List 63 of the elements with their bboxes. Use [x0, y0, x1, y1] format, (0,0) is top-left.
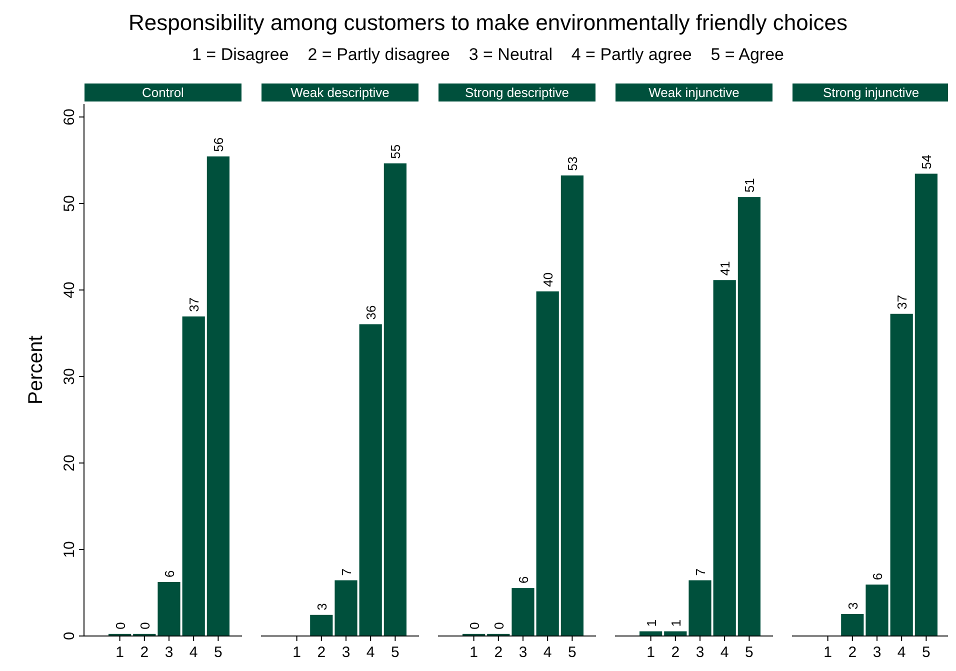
x-tick-label: 2 — [494, 644, 503, 661]
data-label: 41 — [718, 261, 733, 276]
x-tick-label: 3 — [164, 644, 174, 661]
x-tick-label: 4 — [366, 644, 375, 661]
data-label: 0 — [491, 622, 506, 630]
x-tick-label: 3 — [518, 644, 528, 661]
data-label: 6 — [162, 570, 177, 578]
x-tick-label: 2 — [140, 644, 149, 661]
x-tick-label: 1 — [824, 644, 832, 661]
chart-title: Control — [142, 85, 184, 100]
data-label: 51 — [742, 178, 758, 193]
x-tick-label: 3 — [342, 644, 350, 661]
data-label: 0 — [112, 622, 128, 630]
x-tick-label: 4 — [189, 644, 198, 661]
x-tick-label: 4 — [543, 644, 552, 661]
chart-title: Weak descriptive — [290, 85, 390, 100]
x-tick-label: 1 — [470, 644, 478, 661]
data-label: 54 — [919, 154, 934, 170]
data-label: 55 — [388, 144, 404, 159]
y-tick-label: 40 — [61, 282, 78, 298]
x-tick-label: 4 — [720, 644, 729, 661]
data-label: 56 — [211, 137, 226, 152]
data-label: 7 — [339, 568, 354, 576]
chart-title: Strong injunctive — [822, 85, 920, 100]
x-tick-label: 2 — [317, 644, 326, 661]
data-label: 1 — [668, 620, 684, 627]
x-tick-label: 5 — [745, 644, 754, 661]
x-tick-label: 1 — [292, 644, 301, 661]
x-tick-label: 3 — [696, 644, 704, 661]
chart-title: Strong descriptive — [464, 85, 570, 100]
data-label: 1 — [644, 620, 659, 627]
data-label: 7 — [693, 568, 708, 576]
x-tick-label: 3 — [872, 644, 882, 661]
data-label: 3 — [845, 602, 860, 610]
data-label: 37 — [894, 294, 910, 310]
y-tick-label: 30 — [61, 368, 78, 385]
x-tick-label: 1 — [646, 644, 655, 661]
x-tick-label: 5 — [922, 644, 930, 661]
chart-title: Weak injunctive — [648, 85, 740, 100]
x-tick-label: 2 — [671, 644, 680, 661]
data-label: 3 — [314, 603, 330, 610]
y-tick-label: 10 — [61, 541, 78, 558]
y-tick-label: 60 — [61, 108, 78, 126]
y-tick-label: 20 — [61, 454, 78, 472]
y-tick-label: 50 — [61, 195, 78, 212]
text: 1 = Disagree 2 = Partly disagree 3 = Neutral 4 = Partly agree 5 = Agree — [192, 45, 784, 64]
x-tick-label: 4 — [897, 644, 906, 661]
data-label: 6 — [870, 572, 885, 580]
x-tick-label: 5 — [391, 644, 400, 661]
x-tick-label: 2 — [848, 644, 857, 661]
x-tick-label: 1 — [116, 644, 124, 661]
x-tick-label: 5 — [214, 644, 222, 661]
data-label: 0 — [137, 622, 152, 630]
data-label: 37 — [186, 297, 202, 312]
data-label: 36 — [364, 305, 379, 320]
text: Responsibility among customers to make environmentally friendly choices — [128, 10, 848, 35]
data-label: 40 — [540, 272, 556, 287]
data-label: 53 — [565, 156, 580, 171]
data-label: 0 — [466, 622, 482, 630]
y-axis-title: Percent — [25, 335, 47, 404]
y-tick-label: 0 — [61, 632, 78, 640]
data-label: 6 — [516, 576, 531, 584]
x-tick-label: 5 — [568, 644, 576, 661]
